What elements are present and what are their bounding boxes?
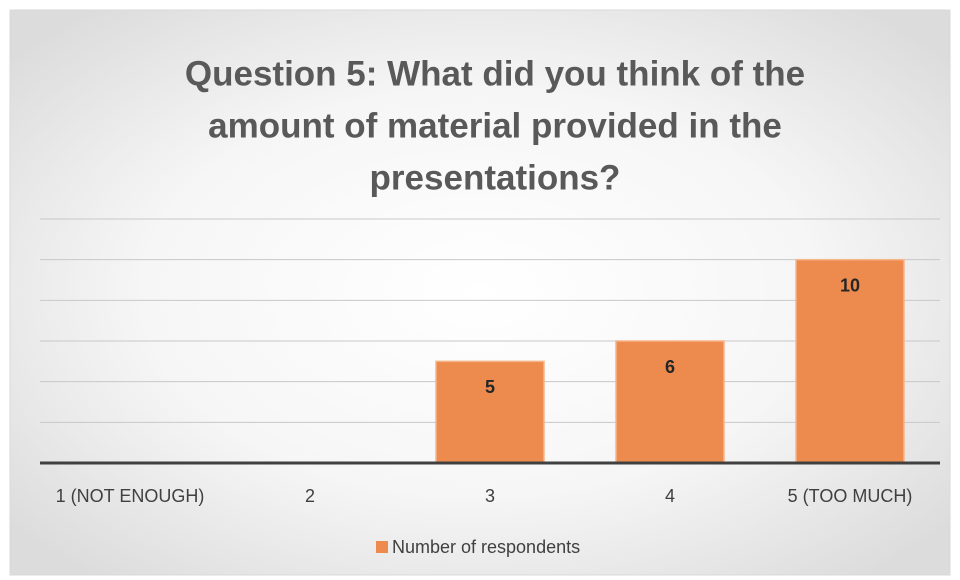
data-label: 10 — [840, 275, 860, 295]
bar — [615, 340, 725, 464]
x-tick-label: 1 (NOT ENOUGH) — [56, 486, 205, 506]
data-label: 5 — [485, 377, 495, 397]
chart-title: amount of material provided in the — [208, 106, 782, 145]
x-tick-label: 2 — [305, 486, 315, 506]
x-tick-label: 3 — [485, 486, 495, 506]
legend-swatch — [376, 541, 388, 553]
data-label: 6 — [665, 357, 675, 377]
legend-label: Number of respondents — [392, 537, 580, 557]
x-tick-label: 4 — [665, 486, 675, 506]
chart-title: presentations? — [370, 158, 621, 197]
bar — [795, 258, 905, 464]
chart-area — [9, 9, 951, 576]
x-tick-label: 5 (TOO MUCH) — [788, 486, 913, 506]
bar — [435, 360, 545, 464]
chart-title: Question 5: What did you think of the — [185, 54, 805, 93]
